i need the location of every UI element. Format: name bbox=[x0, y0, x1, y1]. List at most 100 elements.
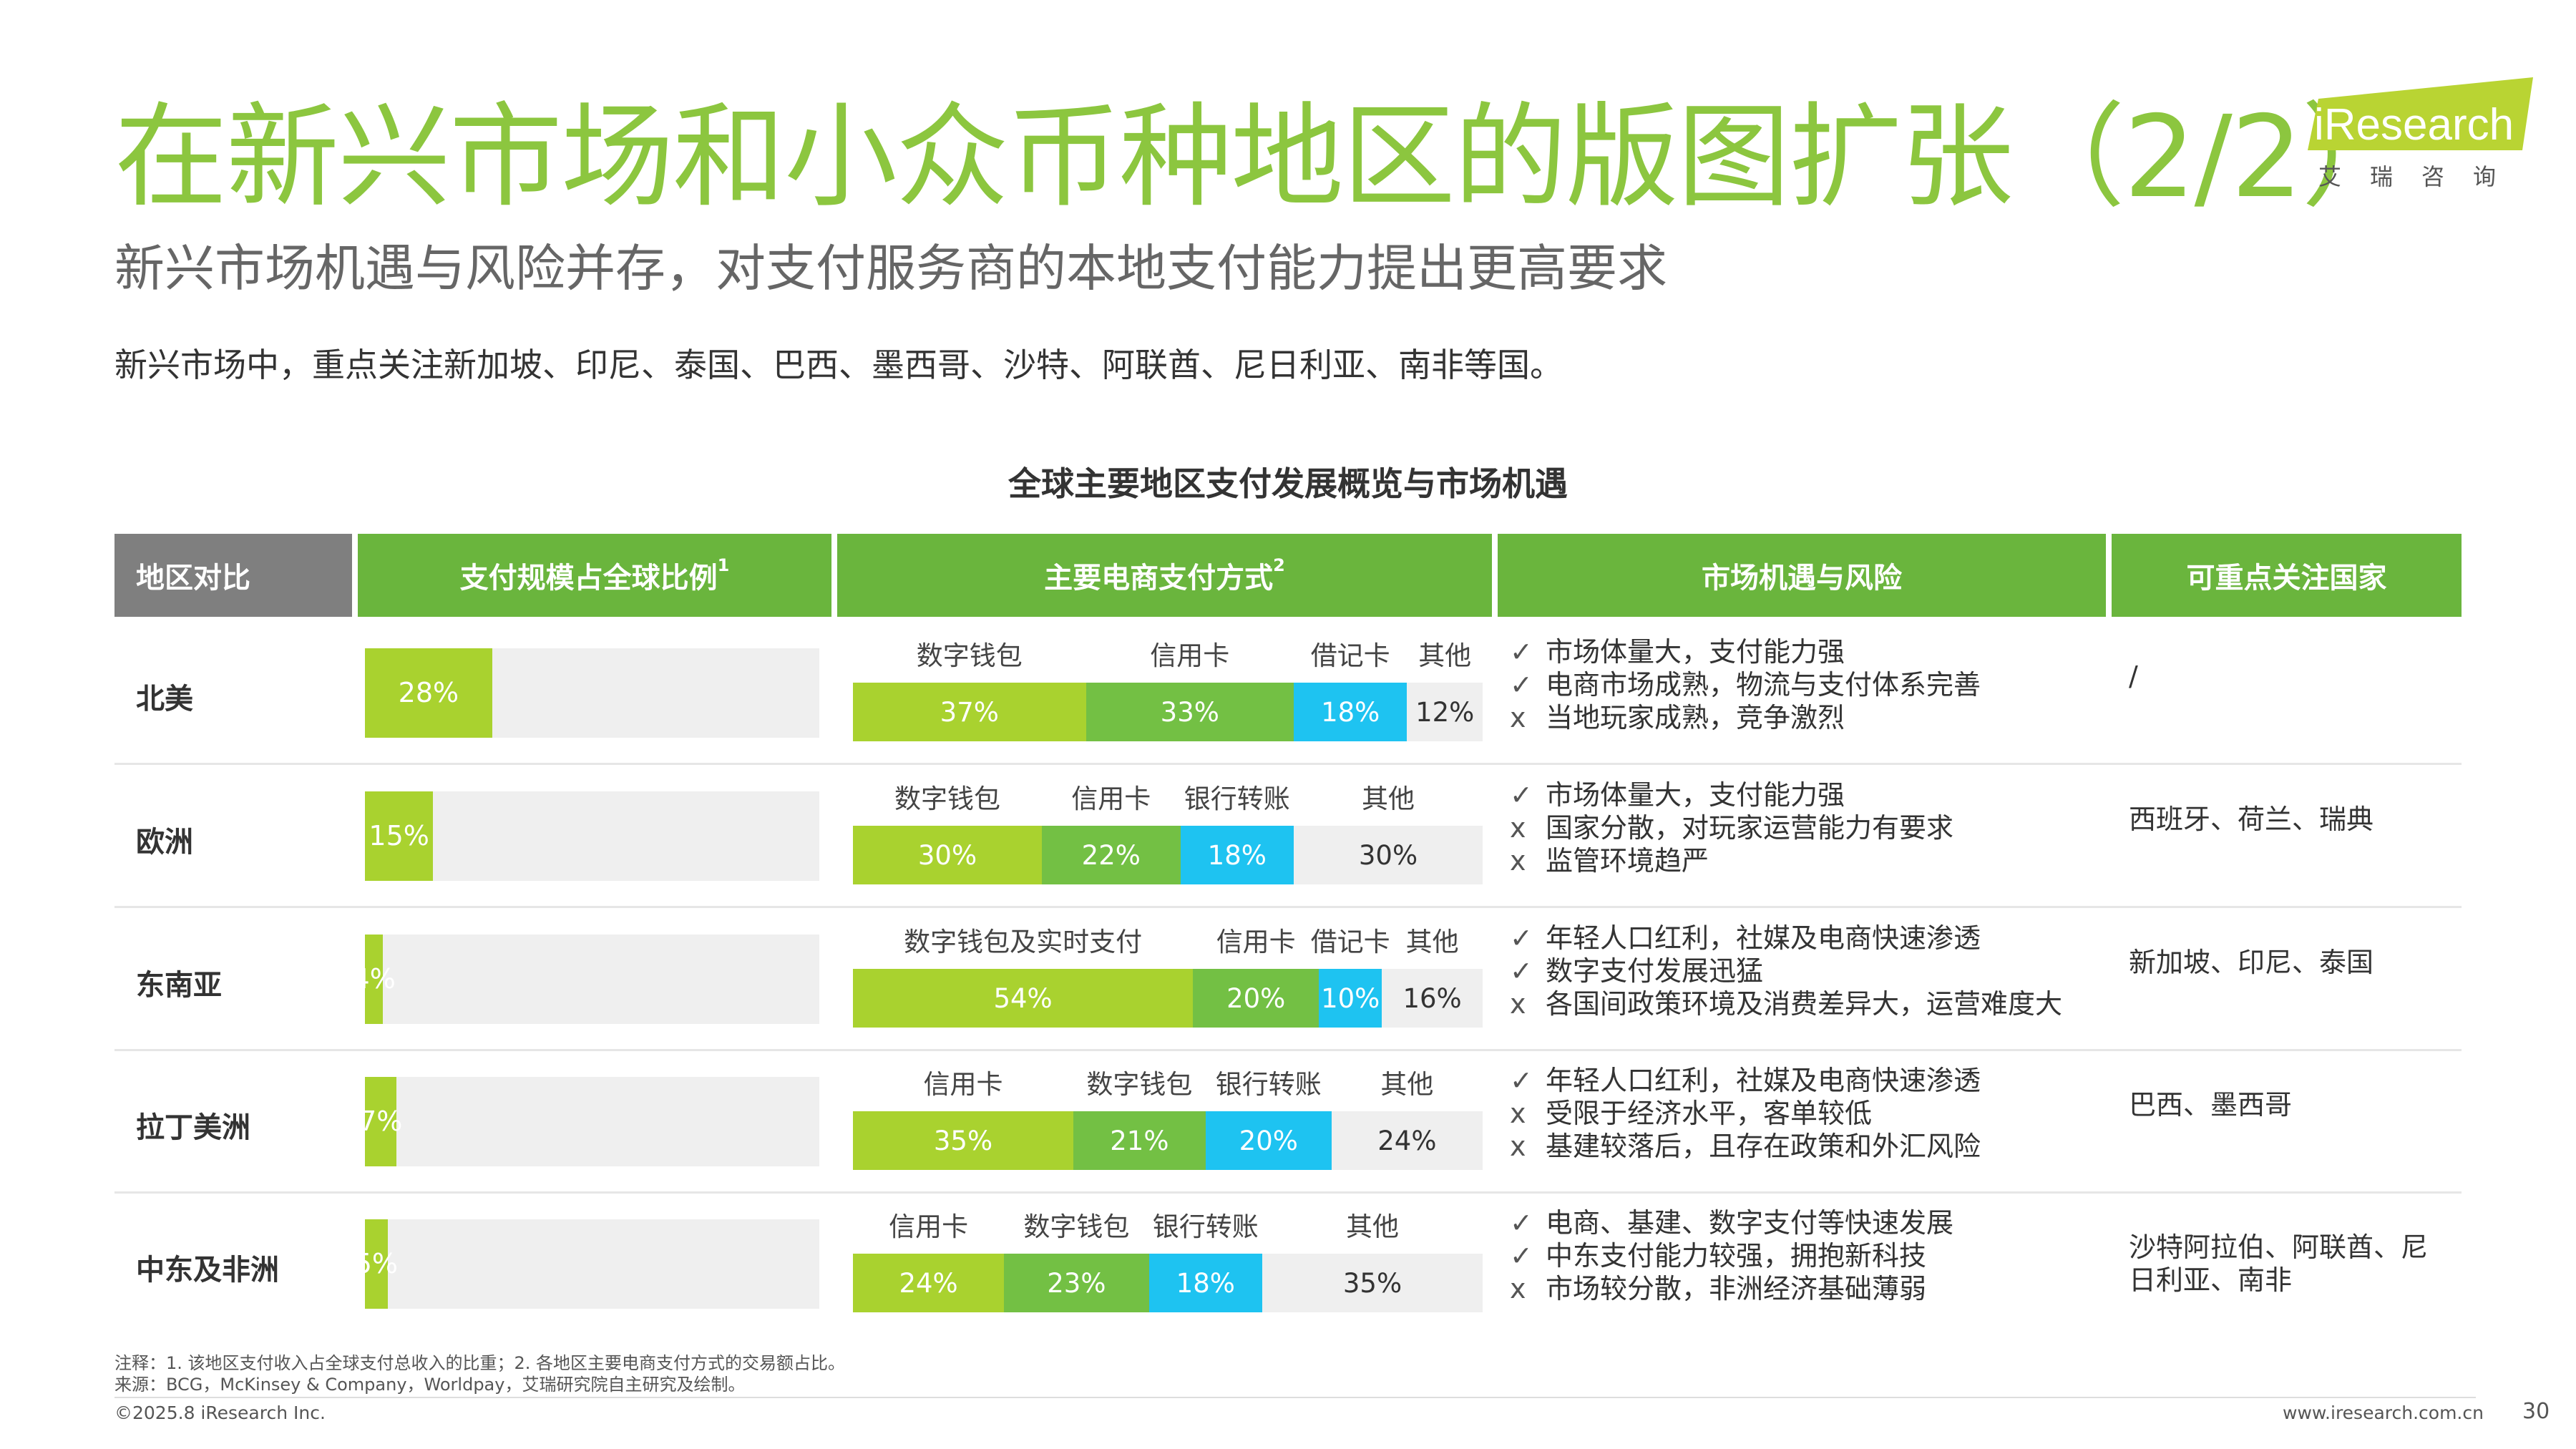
row-divider bbox=[114, 1191, 2462, 1194]
payment-segment-value: 37% bbox=[940, 696, 999, 728]
payment-method-label: 银行转账 bbox=[1215, 1069, 1322, 1100]
row-divider bbox=[114, 906, 2462, 908]
payment-segment-value: 30% bbox=[917, 839, 977, 871]
payment-method-label: 借记卡 bbox=[1310, 640, 1390, 671]
share-bar-track bbox=[365, 791, 819, 881]
row-divider bbox=[114, 763, 2462, 765]
row-region: 中东及非洲 bbox=[136, 1254, 279, 1287]
payment-method-label: 银行转账 bbox=[1152, 1211, 1259, 1242]
footer-divider bbox=[114, 1397, 2476, 1398]
payment-method-label: 其他 bbox=[1418, 640, 1472, 671]
check-icon: ✓ bbox=[1510, 1065, 1533, 1096]
table-title: 全球主要地区支付发展概览与市场机遇 bbox=[1008, 464, 1568, 503]
list-item-text: 各国间政策环境及消费差异大，运营难度大 bbox=[1546, 988, 2063, 1020]
payment-segment: 24% bbox=[853, 1254, 1005, 1312]
row-region: 拉丁美洲 bbox=[136, 1111, 250, 1144]
payment-segment-value: 18% bbox=[1321, 696, 1380, 728]
list-item: ✓ 电商、基建、数字支付等快速发展 bbox=[1510, 1206, 2089, 1239]
list-item-text: 年轻人口红利，社媒及电商快速渗透 bbox=[1546, 922, 1981, 954]
website-link[interactable]: www.iresearch.com.cn bbox=[2283, 1402, 2484, 1423]
opportunity-risk-list: ✓ 年轻人口红利，社媒及电商快速渗透 ✓ 数字支付发展迅猛 x 各国间政策环境及消费差异大… bbox=[1510, 922, 2089, 1020]
list-item: x 监管环境趋严 bbox=[1510, 844, 2089, 877]
payment-method-label: 数字钱包 bbox=[916, 640, 1023, 671]
copyright: ©2025.8 iResearch Inc. bbox=[114, 1402, 326, 1423]
payment-segment-value: 33% bbox=[1160, 696, 1219, 728]
row-region: 欧洲 bbox=[136, 826, 193, 859]
list-item-text: 国家分散，对玩家运营能力有要求 bbox=[1546, 812, 1954, 844]
list-item-text: 市场体量大，支付能力强 bbox=[1546, 636, 1845, 668]
share-value: 5% bbox=[354, 1248, 399, 1279]
row-region: 东南亚 bbox=[136, 969, 222, 1002]
payment-segment: 33% bbox=[1085, 683, 1294, 741]
cross-icon: x bbox=[1510, 845, 1526, 877]
payment-segment: 22% bbox=[1042, 826, 1181, 884]
payment-segment-value: 54% bbox=[993, 982, 1053, 1014]
list-item: x 国家分散，对玩家运营能力有要求 bbox=[1510, 811, 2089, 844]
list-item: ✓ 市场体量大，支付能力强 bbox=[1510, 635, 2089, 668]
payment-segment: 12% bbox=[1407, 683, 1483, 741]
payment-method-label: 数字钱包 bbox=[1086, 1069, 1193, 1100]
cross-icon: x bbox=[1510, 812, 1526, 844]
check-icon: ✓ bbox=[1510, 1207, 1533, 1239]
payment-segment-value: 22% bbox=[1081, 839, 1141, 871]
list-item: x 市场较分散，非洲经济基础薄弱 bbox=[1510, 1272, 2089, 1305]
list-item: ✓ 年轻人口红利，社媒及电商快速渗透 bbox=[1510, 922, 2089, 955]
list-item: ✓ 数字支付发展迅猛 bbox=[1510, 955, 2089, 987]
payment-segment: 20% bbox=[1193, 969, 1319, 1028]
payment-method-label: 其他 bbox=[1380, 1069, 1434, 1100]
payment-method-label: 其他 bbox=[1362, 784, 1415, 814]
opportunity-risk-list: ✓ 年轻人口红利，社媒及电商快速渗透 x 受限于经济水平，客单较低 x 基建较落后，且存在… bbox=[1510, 1064, 2089, 1163]
payment-method-label: 信用卡 bbox=[1071, 784, 1151, 814]
list-item-text: 监管环境趋严 bbox=[1546, 845, 1709, 877]
payment-segment: 21% bbox=[1073, 1111, 1206, 1170]
list-item-text: 电商、基建、数字支付等快速发展 bbox=[1546, 1207, 1954, 1239]
check-icon: ✓ bbox=[1510, 636, 1533, 668]
source-note: 来源：BCG，McKinsey & Company，Worldpay，艾瑞研究院… bbox=[114, 1375, 746, 1395]
payment-method-label: 其他 bbox=[1346, 1211, 1399, 1242]
payment-segment-value: 23% bbox=[1047, 1267, 1106, 1299]
list-item-text: 市场体量大，支付能力强 bbox=[1546, 779, 1845, 811]
row-region: 北美 bbox=[136, 683, 193, 716]
share-value: 4% bbox=[352, 963, 396, 995]
cross-icon: x bbox=[1510, 988, 1526, 1020]
logo-subtext: 艾瑞咨询 bbox=[2318, 163, 2525, 190]
footnote: 注释：1. 该地区支付收入占全球支付总收入的比重；2. 各地区主要电商支付方式的… bbox=[114, 1353, 846, 1373]
header-region: 地区对比 bbox=[114, 534, 352, 617]
focus-countries: 西班牙、荷兰、瑞典 bbox=[2129, 804, 2374, 835]
list-item: ✓ 市场体量大，支付能力强 bbox=[1510, 779, 2089, 811]
list-item-text: 当地玩家成熟，竞争激烈 bbox=[1546, 702, 1845, 733]
check-icon: ✓ bbox=[1510, 779, 1533, 811]
share-bar-fill bbox=[365, 1219, 388, 1309]
opportunity-risk-list: ✓ 市场体量大，支付能力强 x 国家分散，对玩家运营能力有要求 x 监管环境趋严 bbox=[1510, 779, 2089, 877]
payment-segment: 30% bbox=[1294, 826, 1483, 884]
payment-segment: 35% bbox=[853, 1111, 1073, 1170]
share-bar-fill bbox=[365, 648, 492, 738]
header-opportunities-risks: 市场机遇与风险 bbox=[1498, 534, 2106, 617]
payment-segment-value: 24% bbox=[1377, 1125, 1437, 1156]
list-item: x 基建较落后，且存在政策和外汇风险 bbox=[1510, 1130, 2089, 1163]
payment-method-label: 信用卡 bbox=[1150, 640, 1230, 671]
payment-method-label: 借记卡 bbox=[1310, 927, 1390, 957]
header-payment-methods: 主要电商支付方式 2 bbox=[837, 534, 1492, 617]
page-subtitle: 新兴市场机遇与风险并存，对支付服务商的本地支付能力提出更高要求 bbox=[114, 239, 1667, 298]
list-item: x 受限于经济水平，客单较低 bbox=[1510, 1097, 2089, 1130]
payment-segment-value: 21% bbox=[1110, 1125, 1169, 1156]
iresearch-logo: iResearch bbox=[2308, 77, 2533, 150]
payment-segment: 18% bbox=[1294, 683, 1407, 741]
payment-segment-value: 20% bbox=[1239, 1125, 1298, 1156]
payment-segment: 18% bbox=[1180, 826, 1294, 884]
check-icon: ✓ bbox=[1510, 955, 1533, 987]
payment-segment-value: 10% bbox=[1321, 982, 1380, 1014]
check-icon: ✓ bbox=[1510, 669, 1533, 701]
cross-icon: x bbox=[1510, 702, 1526, 733]
share-value: 28% bbox=[398, 677, 459, 708]
page-number: 30 bbox=[2522, 1399, 2550, 1424]
payment-method-label: 银行转账 bbox=[1184, 784, 1290, 814]
payment-segment-value: 16% bbox=[1402, 982, 1462, 1014]
list-item: x 当地玩家成熟，竞争激烈 bbox=[1510, 701, 2089, 734]
list-item: ✓ 电商市场成熟，物流与支付体系完善 bbox=[1510, 668, 2089, 701]
focus-countries: 沙特阿拉伯、阿联酋、尼日利亚、南非 bbox=[2129, 1231, 2429, 1296]
focus-countries: / bbox=[2129, 660, 2138, 692]
payment-method-label: 数字钱包 bbox=[1023, 1211, 1130, 1242]
logo-text: iResearch bbox=[2314, 100, 2514, 150]
